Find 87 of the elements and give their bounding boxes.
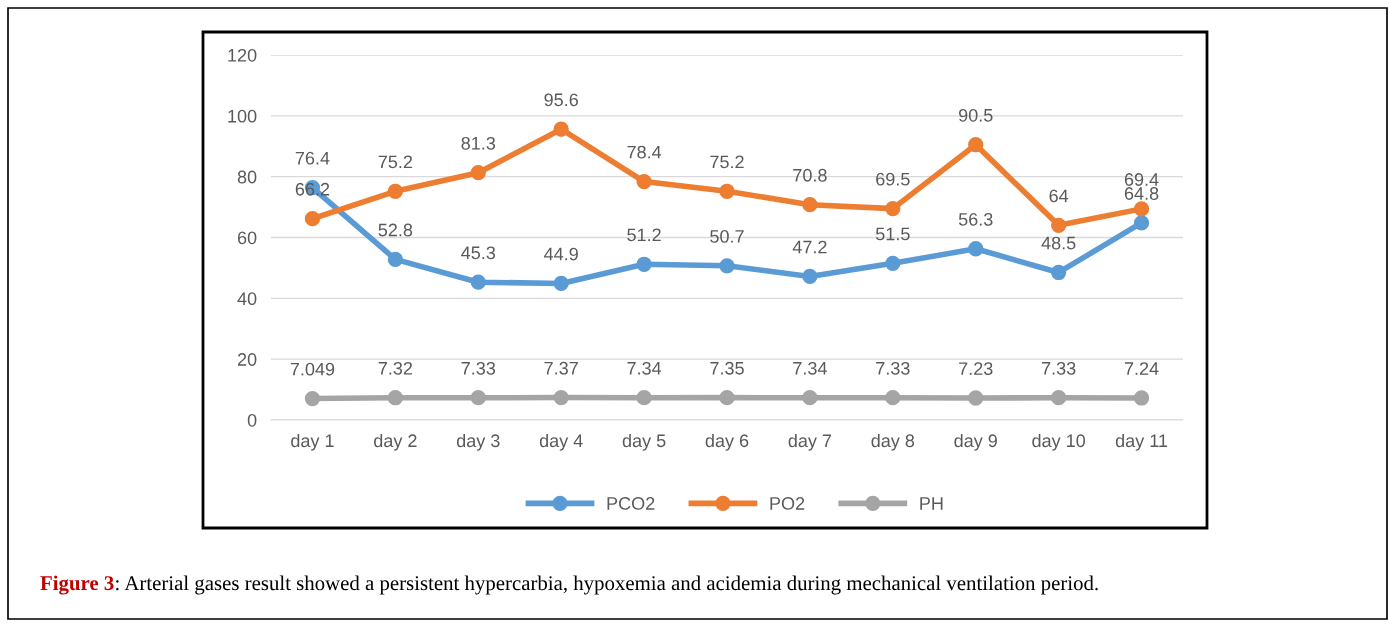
point: [1050, 390, 1067, 406]
caption: Figure 3: [40, 575, 114, 595]
data-label: 7.34: [793, 361, 827, 375]
data-label: 51.5: [875, 227, 910, 241]
data-label: 7.32: [378, 361, 413, 375]
x-tick-label: day 7: [788, 433, 832, 451]
data-label: 78.4: [627, 145, 662, 159]
data-label: 7.33: [461, 361, 496, 375]
x-tick-label: day 1: [291, 433, 334, 451]
point: [304, 211, 321, 227]
data-label: 45.3: [461, 246, 496, 260]
data-label: 7.37: [544, 361, 578, 375]
data-label: 51.2: [627, 228, 661, 242]
point: [553, 121, 569, 137]
y-tick-label: 0: [247, 413, 257, 427]
point: [885, 390, 901, 406]
y-tick-label: 60: [237, 231, 257, 245]
point: [802, 390, 818, 406]
point: [553, 389, 569, 406]
point: [387, 251, 404, 268]
legend-label: PO2: [770, 497, 805, 510]
point: [470, 274, 486, 290]
data-label: 81.3: [461, 136, 496, 150]
legend-label: PH: [920, 497, 943, 510]
y-tick-label: 80: [237, 170, 257, 184]
data-label: 7.24: [1124, 362, 1159, 375]
x-tick-label: day 11: [1115, 433, 1168, 451]
data-label: 50.7: [710, 229, 744, 243]
y-tick-label: 120: [228, 48, 257, 62]
point: [1133, 215, 1150, 231]
x-tick-label: day 5: [622, 433, 666, 451]
y-tick-label: 20: [237, 353, 257, 366]
point: [636, 390, 652, 406]
point: [304, 390, 321, 407]
x-tick-label: day 2: [374, 433, 417, 451]
x-tick-label: day 9: [954, 433, 997, 451]
data-label: 69.4: [1124, 173, 1159, 186]
x-tick-label: day 3: [456, 433, 500, 451]
y-tick-label: 40: [237, 292, 257, 306]
data-label: 7.33: [1041, 361, 1076, 375]
point: [968, 390, 984, 406]
point: [968, 137, 984, 153]
point: [885, 200, 901, 217]
data-label: 7.34: [627, 361, 662, 375]
data-label: 90.5: [959, 108, 993, 122]
x-tick-label: day 6: [705, 433, 749, 451]
data-label: 47.2: [792, 240, 827, 254]
point: [719, 390, 735, 406]
point: [470, 165, 486, 181]
point: [387, 390, 404, 406]
data-label: 70.8: [793, 168, 827, 182]
x-tick-label: day 8: [871, 433, 915, 451]
point: [636, 256, 652, 272]
data-label: 76.4: [295, 151, 330, 165]
point: [1050, 217, 1067, 233]
data-label: 56.3: [958, 212, 993, 226]
point: [968, 241, 984, 257]
point: [719, 258, 735, 274]
point: [1133, 390, 1150, 406]
data-label: 7.23: [959, 362, 993, 375]
point: [553, 275, 569, 292]
data-label: 7.049: [290, 362, 335, 376]
x-tick-label: day 10: [1032, 433, 1086, 451]
data-label: 69.5: [876, 172, 910, 186]
point: [802, 268, 818, 285]
text: : Arterial gases result showed a persistent hypercarbia, hypoxemia and acidemia during mechanical ventilation period.: [116, 575, 1098, 595]
point: [885, 255, 901, 271]
data-label: 75.2: [710, 155, 744, 169]
data-label: 7.33: [876, 361, 910, 375]
data-label: 64.8: [1124, 187, 1159, 200]
point: [387, 183, 404, 199]
data-label: 75.2: [378, 155, 413, 169]
data-label: 44.9: [544, 247, 578, 261]
data-label: 52.8: [378, 223, 413, 237]
data-label: 7.35: [710, 361, 744, 375]
point: [802, 197, 818, 213]
y-tick-label: 100: [228, 109, 257, 123]
point: [1133, 201, 1150, 217]
point: [470, 390, 486, 406]
x-tick-label: day 4: [539, 433, 583, 451]
point: [719, 183, 735, 199]
point: [1050, 264, 1067, 281]
data-label: 64: [1049, 189, 1069, 203]
legend-label: PCO2: [607, 497, 655, 510]
data-label: 48.5: [1041, 236, 1076, 250]
data-label: 95.6: [544, 93, 578, 107]
point: [636, 173, 652, 190]
